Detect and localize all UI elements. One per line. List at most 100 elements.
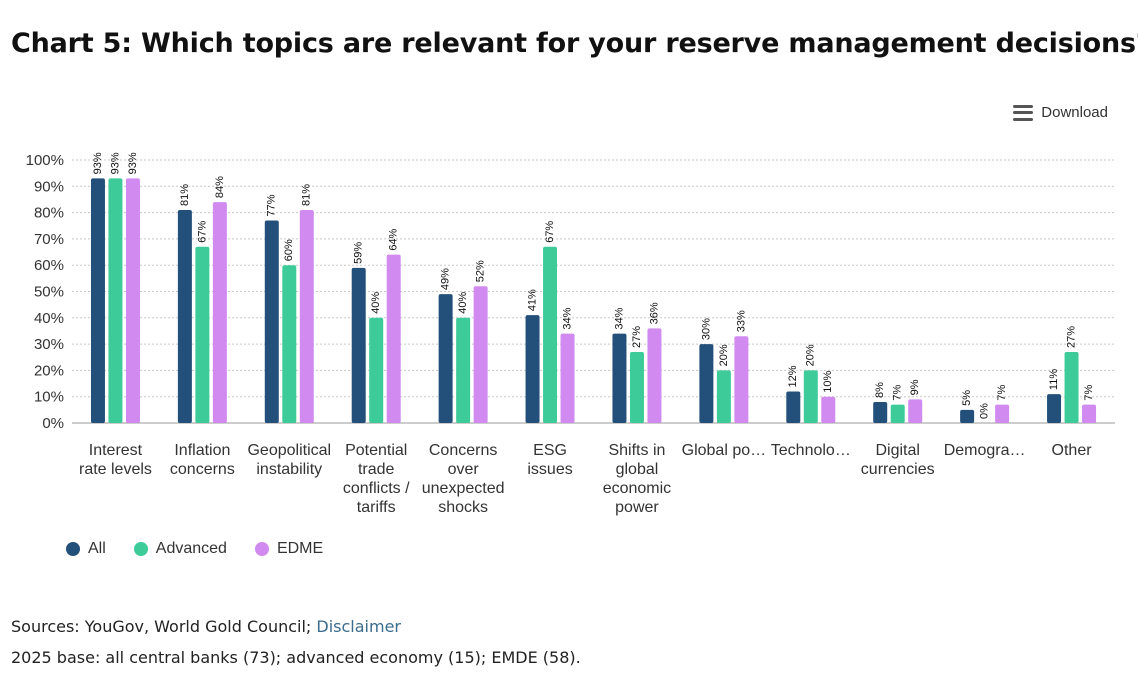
data-label: 52%	[475, 260, 487, 282]
data-label: 84%	[214, 176, 226, 198]
data-label: 12%	[787, 365, 799, 387]
x-tick-label: global	[616, 461, 659, 478]
data-label: 7%	[892, 384, 904, 400]
x-tick-label: over	[448, 461, 480, 478]
x-tick-label: Global po…	[682, 442, 767, 459]
data-label: 33%	[735, 310, 747, 332]
x-tick-label: issues	[527, 461, 572, 478]
data-label: 20%	[718, 344, 730, 366]
x-tick-label: Demogra…	[944, 442, 1026, 459]
data-label: 7%	[996, 384, 1008, 400]
data-label: 9%	[909, 379, 921, 395]
legend-item-edme[interactable]: EDME	[254, 540, 323, 558]
bar-all	[264, 220, 279, 423]
bar-all	[177, 209, 192, 423]
legend-label-all: All	[88, 540, 106, 557]
data-label: 20%	[805, 344, 817, 366]
bar-edme	[734, 336, 749, 423]
x-tick-label: unexpected	[422, 480, 505, 497]
bar-advanced	[282, 265, 297, 423]
data-label: 34%	[561, 307, 573, 329]
data-label: 93%	[127, 152, 139, 174]
bar-edme	[125, 178, 140, 423]
data-label: 60%	[283, 239, 295, 261]
data-label: 34%	[613, 307, 625, 329]
data-label: 40%	[457, 292, 469, 314]
bar-edme	[1082, 404, 1097, 423]
y-tick-label: 100%	[26, 152, 64, 169]
x-tick-label: tariffs	[357, 499, 396, 516]
data-label: 64%	[388, 228, 400, 250]
data-label: 81%	[179, 184, 191, 206]
data-label: 10%	[822, 370, 834, 392]
download-label: Download	[1041, 104, 1108, 121]
bar-edme	[908, 399, 923, 423]
bar-all	[873, 401, 888, 423]
x-tick-label: power	[615, 499, 659, 516]
x-tick-label: ESG	[533, 442, 567, 459]
legend-label-advanced: Advanced	[155, 540, 227, 557]
bar-chart: 0% 10% 20% 30% 40% 50% 60% 70% 80% 90% 100% 93% 93% 9…	[26, 152, 1115, 516]
menu-icon	[1013, 104, 1034, 121]
data-label: 67%	[196, 221, 208, 243]
sources-text: Sources: YouGov, World Gold Council;	[11, 617, 317, 636]
legend-item-all[interactable]: All	[66, 540, 106, 558]
bar-advanced	[108, 178, 123, 423]
bar-advanced	[1064, 351, 1079, 423]
data-label: 7%	[1083, 384, 1095, 400]
bar-edme	[473, 286, 488, 423]
download-button[interactable]: Download	[1013, 104, 1108, 121]
x-tick-label: economic	[603, 480, 671, 497]
data-label: 40%	[370, 292, 382, 314]
data-label: 41%	[526, 289, 538, 311]
data-label: 59%	[353, 242, 365, 264]
base-note: 2025 base: all central banks (73); advan…	[11, 648, 581, 667]
data-label: 8%	[874, 382, 886, 398]
bar-advanced	[716, 370, 731, 423]
bar-advanced	[369, 317, 384, 423]
bar-all	[525, 315, 540, 423]
x-tick-label: shocks	[438, 499, 488, 516]
bar-all	[438, 294, 453, 423]
legend-item-advanced[interactable]: Advanced	[133, 540, 227, 558]
legend-swatch-edme	[254, 542, 269, 556]
data-label: 27%	[631, 326, 643, 348]
bar-all	[351, 267, 366, 423]
data-label: 11%	[1048, 369, 1060, 390]
x-tick-label: currencies	[861, 461, 935, 478]
bar-advanced	[456, 317, 471, 423]
disclaimer-link[interactable]: Disclaimer	[316, 617, 401, 636]
legend: All Advanced EDME	[66, 540, 323, 558]
x-tick-label: concerns	[170, 461, 235, 478]
data-label: 67%	[544, 221, 556, 243]
x-tick-label: Interest	[89, 442, 143, 459]
x-tick-label: Digital	[875, 442, 919, 459]
bar-advanced	[890, 404, 905, 423]
sources-line: Sources: YouGov, World Gold Council; Dis…	[11, 617, 401, 636]
bar-edme	[212, 202, 227, 423]
y-tick-label: 90%	[34, 178, 64, 195]
bar-all	[960, 409, 975, 423]
bar-all	[699, 344, 714, 423]
bar-advanced	[543, 246, 558, 423]
bar-all	[786, 391, 801, 423]
bar-all	[1047, 394, 1062, 423]
bar-edme	[995, 404, 1010, 423]
x-tick-label: Inflation	[174, 442, 230, 459]
bar-edme	[299, 209, 314, 423]
bar-all	[90, 178, 105, 423]
y-tick-label: 20%	[34, 362, 64, 379]
x-tick-label: rate levels	[79, 461, 152, 478]
y-tick-label: 80%	[34, 205, 64, 222]
data-label: 81%	[301, 184, 313, 206]
y-tick-label: 70%	[34, 231, 64, 248]
x-tick-label: Geopolitical	[247, 442, 331, 459]
x-tick-label: Shifts in	[608, 442, 665, 459]
bar-edme	[560, 333, 575, 423]
y-tick-label: 40%	[34, 310, 64, 327]
y-tick-label: 10%	[34, 389, 64, 406]
data-label: 93%	[92, 152, 104, 174]
data-label: 77%	[266, 194, 278, 216]
y-tick-label: 0%	[42, 415, 64, 432]
x-tick-label: Potential	[345, 442, 407, 459]
